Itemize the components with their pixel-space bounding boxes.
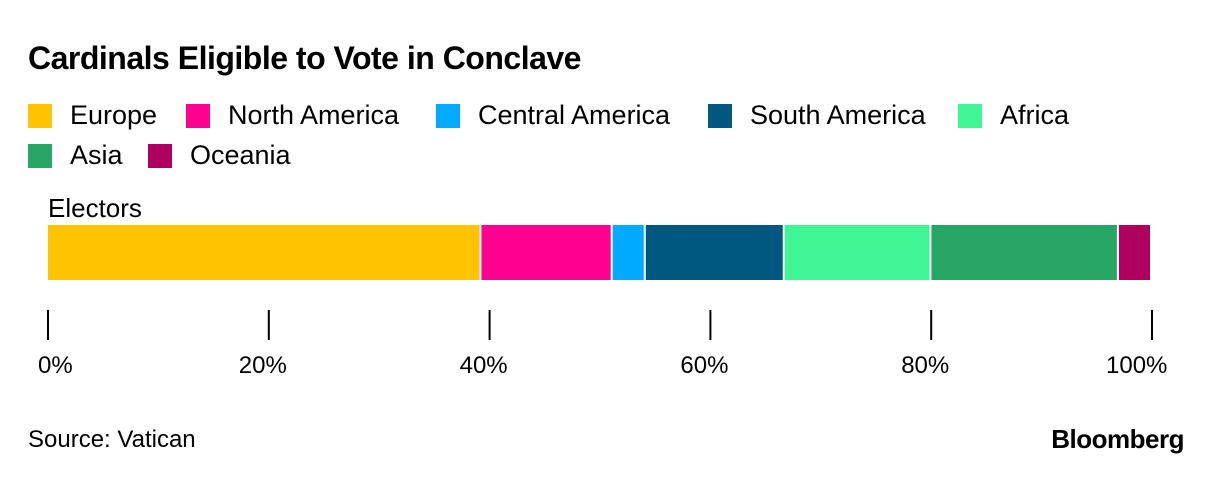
legend-label: Central America	[478, 100, 671, 130]
legend-item: North America	[186, 100, 399, 131]
x-tick-label: 100%	[1106, 352, 1167, 379]
bar-segment-south-america	[645, 225, 783, 280]
legend-label: Africa	[1000, 100, 1070, 130]
legend-item: Africa	[958, 100, 1069, 131]
legend-swatch	[186, 103, 210, 128]
x-tick-label: 80%	[901, 352, 949, 379]
legend-item: South America	[708, 100, 926, 131]
legend-item: Oceania	[148, 140, 291, 171]
bar-segment-africa	[784, 225, 930, 280]
legend-item: Central America	[436, 100, 670, 131]
legend-label: North America	[228, 100, 400, 130]
legend-swatch	[28, 103, 52, 128]
legend-swatch	[708, 103, 732, 128]
x-tick-label: 60%	[680, 352, 728, 379]
bar-segment-central-america	[612, 225, 644, 280]
legend-label: Oceania	[190, 140, 291, 170]
x-tick-label: 20%	[239, 352, 287, 379]
legend-item: Asia	[28, 140, 123, 171]
bar-segment-oceania	[1118, 225, 1150, 280]
legend-swatch	[28, 143, 52, 168]
bloomberg-logo: Bloomberg	[1051, 424, 1184, 454]
legend-label: South America	[750, 100, 926, 130]
bar-segment-north-america	[481, 225, 611, 280]
x-tick-label: 40%	[460, 352, 508, 379]
bar-segment-europe	[48, 225, 480, 280]
legend-swatch	[958, 103, 982, 128]
category-label: Electors	[48, 193, 142, 223]
chart-title: Cardinals Eligible to Vote in Conclave	[28, 40, 581, 76]
legend-swatch	[148, 143, 172, 168]
x-tick-label: 0%	[38, 352, 73, 379]
source-note: Source: Vatican	[28, 426, 196, 453]
legend-swatch	[436, 103, 460, 128]
legend-item: Europe	[28, 100, 157, 131]
legend-label: Asia	[70, 140, 123, 170]
legend-label: Europe	[70, 100, 158, 130]
bar-segment-asia	[931, 225, 1117, 280]
